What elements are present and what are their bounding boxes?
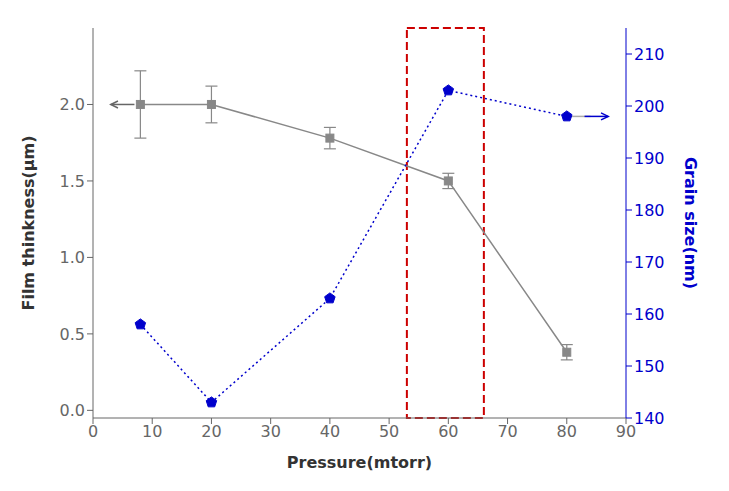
svg-text:170: 170 [634, 253, 665, 272]
svg-text:1.5: 1.5 [60, 172, 85, 191]
svg-text:0.5: 0.5 [60, 325, 85, 344]
svg-text:210: 210 [634, 45, 665, 64]
svg-text:190: 190 [634, 149, 665, 168]
svg-text:80: 80 [557, 422, 577, 441]
svg-text:140: 140 [634, 409, 665, 428]
svg-text:180: 180 [634, 201, 665, 220]
svg-text:Pressure(mtorr): Pressure(mtorr) [287, 453, 432, 472]
svg-text:160: 160 [634, 305, 665, 324]
svg-text:Grain size(nm): Grain size(nm) [681, 157, 700, 289]
svg-text:50: 50 [379, 422, 399, 441]
svg-text:150: 150 [634, 357, 665, 376]
svg-text:70: 70 [497, 422, 517, 441]
svg-text:Film thinkness(μm): Film thinkness(μm) [19, 135, 38, 310]
svg-text:10: 10 [142, 422, 162, 441]
svg-text:200: 200 [634, 97, 665, 116]
svg-text:30: 30 [260, 422, 280, 441]
svg-text:40: 40 [320, 422, 340, 441]
svg-text:60: 60 [438, 422, 458, 441]
svg-text:0.0: 0.0 [60, 401, 85, 420]
svg-text:90: 90 [615, 422, 637, 442]
svg-text:1.0: 1.0 [60, 248, 85, 267]
svg-text:0: 0 [88, 422, 98, 441]
svg-text:20: 20 [201, 422, 221, 441]
svg-text:2.0: 2.0 [60, 95, 85, 114]
